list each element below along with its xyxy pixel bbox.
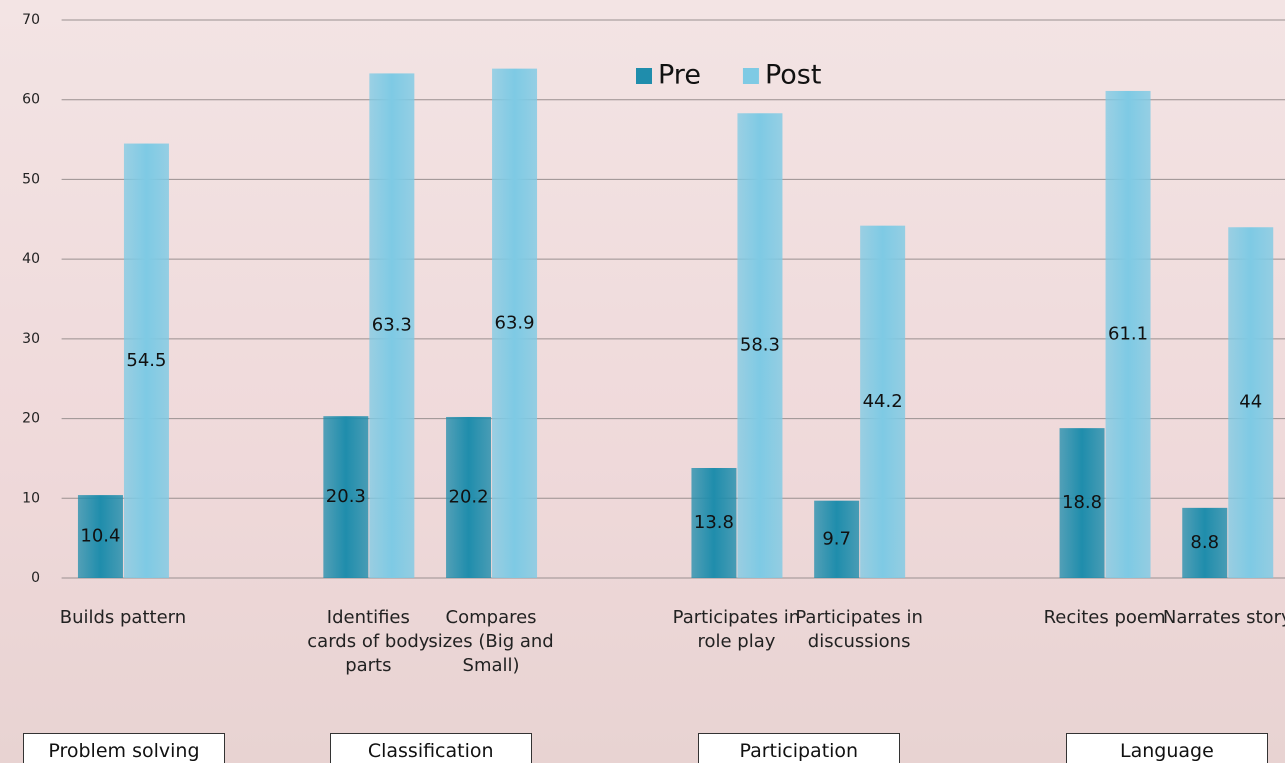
group-label: Problem solving: [22, 733, 225, 763]
x-tick-label: Participates in discussions: [795, 607, 923, 652]
y-tick-label: 40: [22, 251, 40, 267]
bar: [814, 500, 860, 578]
bar: [123, 143, 169, 579]
bar: [77, 495, 123, 578]
value-label: 58.3: [740, 335, 780, 356]
y-tick-label: 30: [22, 331, 40, 347]
value-label: 9.7: [822, 528, 851, 549]
bar: [323, 416, 369, 578]
legend-swatch: [742, 68, 759, 84]
value-label: 44: [1239, 392, 1262, 413]
group-label: Participation: [697, 733, 900, 763]
x-tick-label: Narrates story: [1162, 607, 1285, 628]
value-label: 10.4: [80, 526, 120, 547]
x-tick-label: Compares sizes (Big and Small): [428, 607, 554, 676]
y-tick-label: 10: [22, 490, 40, 506]
bar: [1182, 507, 1228, 578]
x-tick-label: Builds pattern: [59, 607, 187, 628]
x-tick-label: Participates in role play: [672, 607, 801, 652]
bar: [1059, 428, 1105, 578]
group-label: Language: [1065, 733, 1268, 763]
x-tick-label: Identifies cards of body parts: [307, 607, 430, 676]
value-label: 44.2: [863, 391, 903, 412]
value-label: 20.3: [326, 486, 366, 507]
bar: [860, 225, 906, 579]
y-tick-label: 0: [31, 570, 40, 586]
bar: [737, 113, 783, 578]
x-tick-label: Recites poem: [1043, 607, 1166, 628]
value-label: 13.8: [694, 512, 734, 533]
legend-label: Post: [765, 60, 822, 91]
bar: [369, 73, 415, 578]
value-label: 63.9: [495, 312, 535, 333]
bar: [1105, 90, 1151, 579]
legend-swatch: [636, 68, 652, 84]
y-tick-label: 50: [22, 171, 40, 187]
y-tick-label: 70: [22, 12, 40, 28]
value-label: 63.3: [372, 315, 412, 336]
value-label: 61.1: [1108, 323, 1148, 344]
bar: [492, 68, 538, 578]
value-label: 18.8: [1062, 492, 1102, 513]
bar: [446, 416, 492, 578]
value-label: 20.2: [449, 486, 489, 507]
group-label: Classification: [329, 733, 532, 763]
value-label: 8.8: [1190, 532, 1219, 553]
value-label: 54.5: [126, 350, 166, 371]
bar: [691, 467, 737, 578]
y-tick-label: 20: [22, 411, 40, 427]
legend-label: Pre: [658, 60, 701, 91]
y-tick-label: 60: [22, 92, 40, 108]
bar: [1228, 227, 1274, 578]
